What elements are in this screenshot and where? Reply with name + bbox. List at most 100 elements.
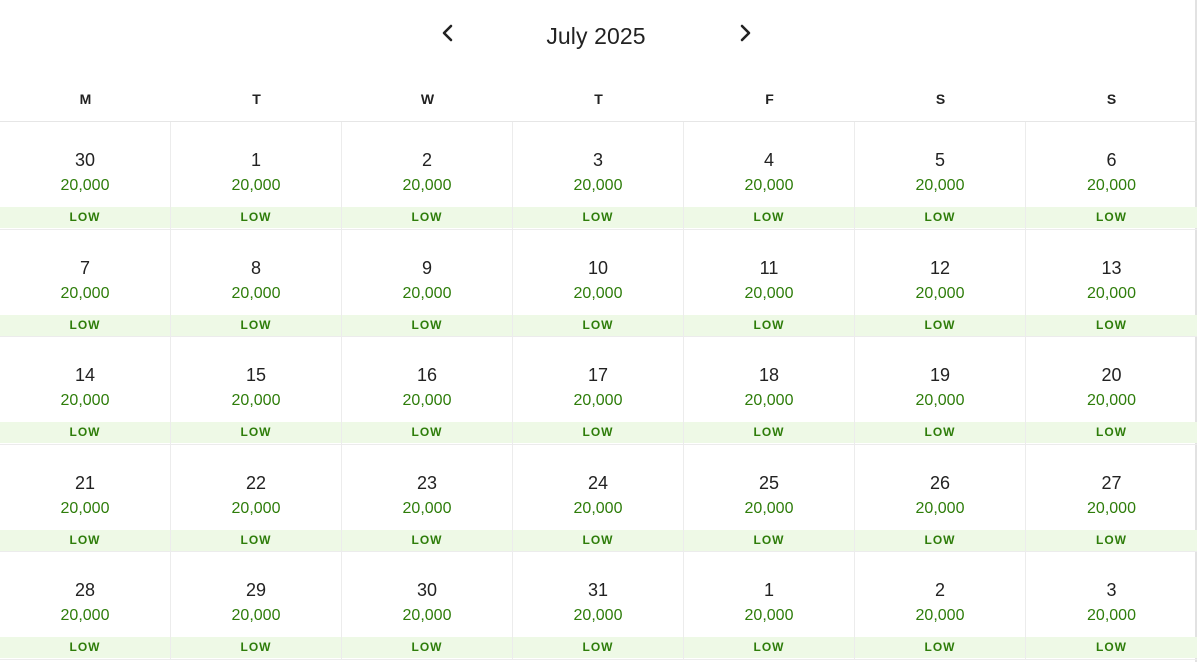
weekday-label: S (935, 91, 946, 107)
day-price: 20,000 (402, 499, 452, 517)
day-price: 20,000 (60, 392, 110, 409)
calendar-day-cell[interactable]: 2 20,000 LOW (855, 552, 1026, 660)
day-price: 20,000 (231, 499, 281, 517)
price-level-badge: LOW (171, 207, 341, 228)
day-price: 20,000 (60, 284, 110, 302)
calendar-day-cell[interactable]: 31 20,000 LOW (513, 552, 684, 660)
price-level-badge: LOW (855, 422, 1025, 443)
day-number: 20 (1101, 365, 1122, 385)
calendar-week-row: 14 20,000 LOW 15 20,000 LOW 16 20,000 LOW 17 20,00… (0, 337, 1197, 445)
day-number: 2 (934, 580, 945, 600)
day-price: 20,000 (60, 499, 110, 517)
day-price: 20,000 (915, 177, 965, 194)
calendar-day-cell[interactable]: 24 20,000 LOW (513, 444, 684, 552)
price-level-badge: LOW (342, 637, 512, 658)
calendar-day-cell[interactable]: 5 20,000 LOW (855, 122, 1026, 230)
price-level-badge: LOW (855, 207, 1025, 228)
price-level-badge: LOW (0, 529, 170, 551)
day-number: 17 (587, 365, 609, 385)
calendar-day-cell[interactable]: 2 20,000 LOW (342, 122, 513, 230)
day-number: 4 (763, 150, 774, 170)
calendar-day-cell[interactable]: 28 20,000 LOW (0, 552, 171, 660)
calendar-day-cell[interactable]: 10 20,000 LOW (513, 229, 684, 337)
price-level-badge: LOW (1026, 422, 1197, 443)
calendar-day-cell[interactable]: 8 20,000 LOW (171, 229, 342, 337)
calendar-day-cell[interactable]: 1 20,000 LOW (684, 552, 855, 660)
price-level-badge: LOW (342, 422, 512, 443)
chevron-left-icon (442, 24, 453, 42)
price-level-badge: LOW (0, 207, 170, 228)
day-number: 13 (1101, 257, 1122, 278)
calendar-day-cell[interactable]: 15 20,000 LOW (171, 337, 342, 445)
calendar-day-cell[interactable]: 17 20,000 LOW (513, 337, 684, 445)
day-price: 20,000 (231, 392, 281, 409)
day-price: 20,000 (915, 607, 965, 624)
calendar-day-cell[interactable]: 25 20,000 LOW (684, 444, 855, 552)
calendar-grid: 30 20,000 LOW 1 20,000 LOW 2 20,000 LOW 3 20,000 LO… (0, 122, 1197, 660)
day-number: 3 (1106, 580, 1117, 600)
previous-month-button[interactable] (433, 18, 463, 48)
calendar-day-cell[interactable]: 3 20,000 LOW (1026, 552, 1197, 660)
calendar-week-row: 21 20,000 LOW 22 20,000 LOW 23 20,000 LOW 24 20,00… (0, 444, 1197, 552)
day-price: 20,000 (744, 392, 794, 409)
calendar-day-cell[interactable]: 18 20,000 LOW (684, 337, 855, 445)
price-level-badge: LOW (1026, 314, 1197, 336)
calendar-day-cell[interactable]: 6 20,000 LOW (1026, 122, 1197, 230)
calendar-day-cell[interactable]: 19 20,000 LOW (855, 337, 1026, 445)
calendar-header: July 2025 (0, 0, 1195, 72)
calendar-day-cell[interactable]: 27 20,000 LOW (1026, 445, 1197, 552)
day-number: 26 (929, 472, 951, 493)
calendar-day-cell[interactable]: 21 20,000 LOW (0, 444, 171, 552)
day-price: 20,000 (573, 392, 623, 409)
day-price: 20,000 (231, 607, 281, 624)
weekday-label: W (420, 91, 435, 107)
day-price: 20,000 (231, 177, 281, 194)
month-title: July 2025 (546, 23, 646, 49)
next-month-button[interactable] (730, 18, 760, 48)
calendar-day-cell[interactable]: 22 20,000 LOW (171, 444, 342, 552)
price-level-badge: LOW (684, 314, 854, 336)
weekday-label: M (79, 91, 92, 107)
day-price: 20,000 (573, 607, 623, 624)
calendar-day-cell[interactable]: 16 20,000 LOW (342, 337, 513, 445)
day-price: 20,000 (915, 284, 965, 302)
calendar-day-cell[interactable]: 12 20,000 LOW (855, 229, 1026, 337)
price-level-badge: LOW (342, 529, 512, 551)
calendar-day-cell[interactable]: 1 20,000 LOW (171, 122, 342, 230)
price-level-badge: LOW (513, 207, 683, 228)
day-number: 30 (416, 580, 438, 600)
calendar-day-cell[interactable]: 3 20,000 LOW (513, 122, 684, 230)
calendar-day-cell[interactable]: 26 20,000 LOW (855, 444, 1026, 552)
calendar-day-cell[interactable]: 14 20,000 LOW (0, 337, 171, 445)
price-level-badge: LOW (171, 637, 341, 658)
day-number: 6 (1106, 150, 1117, 170)
day-price: 20,000 (744, 607, 794, 624)
day-price: 20,000 (915, 392, 965, 409)
calendar-day-cell[interactable]: 30 20,000 LOW (342, 552, 513, 660)
day-price: 20,000 (1087, 392, 1136, 409)
price-level-badge: LOW (0, 637, 170, 658)
calendar-day-cell[interactable]: 20 20,000 LOW (1026, 337, 1197, 445)
day-number: 24 (587, 472, 609, 493)
calendar-day-cell[interactable]: 7 20,000 LOW (0, 229, 171, 337)
day-price: 20,000 (915, 499, 965, 517)
calendar-day-cell[interactable]: 11 20,000 LOW (684, 229, 855, 337)
calendar-day-cell[interactable]: 4 20,000 LOW (684, 122, 855, 230)
price-level-badge: LOW (855, 637, 1025, 658)
price-level-badge: LOW (1026, 529, 1197, 551)
calendar-day-cell[interactable]: 9 20,000 LOW (342, 229, 513, 337)
day-price: 20,000 (402, 392, 452, 409)
calendar-day-cell[interactable]: 30 20,000 LOW (0, 122, 171, 230)
day-number: 22 (245, 472, 267, 493)
day-price: 20,000 (573, 284, 623, 302)
price-level-badge: LOW (684, 422, 854, 443)
day-price: 20,000 (744, 499, 794, 517)
calendar-day-cell[interactable]: 13 20,000 LOW (1026, 230, 1197, 337)
calendar-day-cell[interactable]: 23 20,000 LOW (342, 444, 513, 552)
chevron-right-icon (740, 24, 751, 42)
calendar-day-cell[interactable]: 29 20,000 LOW (171, 552, 342, 660)
weekday-label: T (594, 91, 603, 107)
price-level-badge: LOW (1026, 207, 1197, 228)
day-price: 20,000 (1087, 177, 1136, 194)
